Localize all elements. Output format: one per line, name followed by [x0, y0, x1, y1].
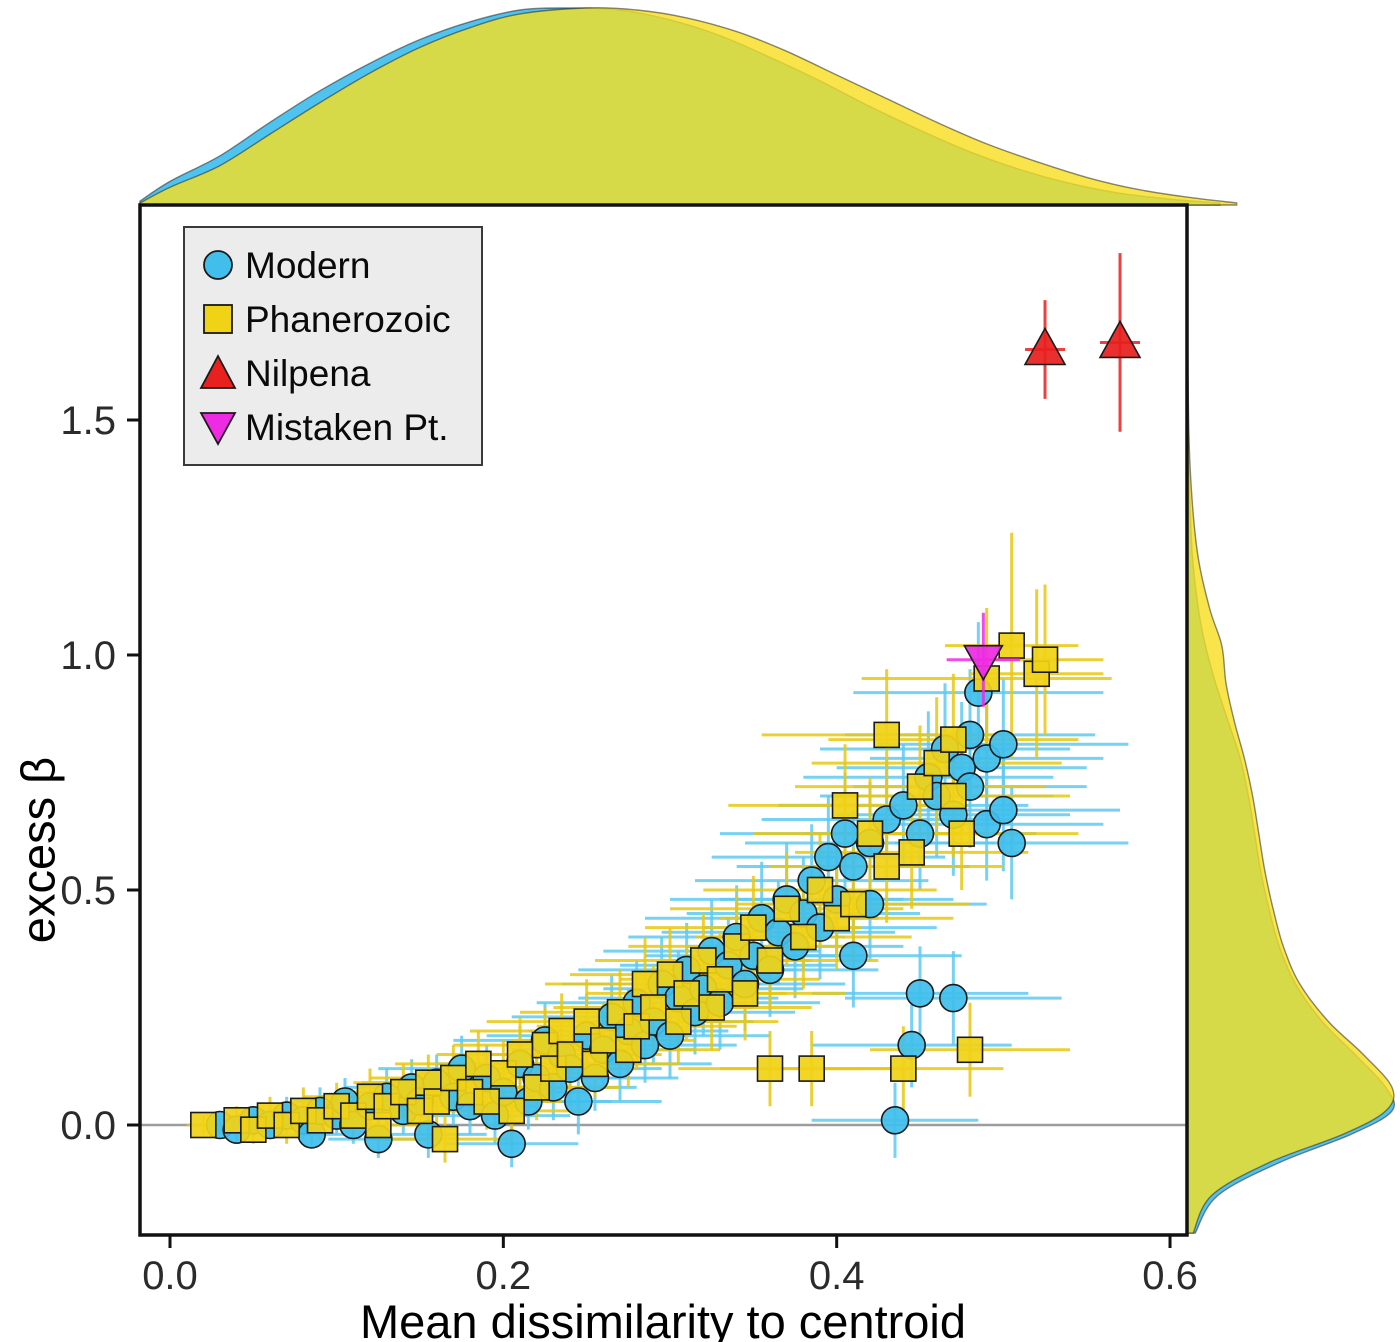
data-point: [897, 1030, 926, 1060]
legend-item-mistaken-pt: Mistaken Pt.: [199, 402, 451, 452]
data-point: [890, 1055, 917, 1082]
data-point: [923, 749, 950, 777]
data-point: [840, 890, 867, 918]
data-point: [830, 819, 860, 848]
axis-ticks: 0.0 0.2 0.4 0.6 0.0 0.5 1.0 1.5: [60, 399, 1197, 1298]
data-point: [740, 914, 767, 941]
data-point: [989, 795, 1018, 825]
data-point: [673, 980, 700, 1007]
data-point: [880, 1106, 910, 1135]
y-tick-label: 1.5: [60, 399, 116, 443]
data-point: [790, 923, 817, 951]
data-point: [665, 1008, 692, 1035]
data-point: [940, 726, 967, 753]
density-top-Phanerozoic: [139, 7, 1238, 206]
data-point: [873, 721, 900, 749]
data-point: [548, 1017, 575, 1045]
errorbars-Modern: [200, 622, 1129, 1168]
data-point: [556, 1041, 584, 1068]
phanerozoic-square-icon: [203, 304, 233, 334]
data-point: [756, 947, 784, 974]
data-point: [615, 1036, 642, 1064]
data-point: [839, 941, 868, 971]
data-point: [473, 1088, 500, 1115]
y-tick-label: 0.0: [60, 1104, 116, 1148]
plot-border: [138, 203, 1189, 1237]
data-point: [1098, 319, 1142, 359]
data-point: [998, 632, 1025, 659]
data-point: [939, 983, 968, 1013]
legend-label-mistaken-pt: Mistaken Pt.: [245, 406, 449, 448]
legend-label-nilpena: Nilpena: [245, 352, 371, 394]
data-point: [940, 782, 967, 810]
legend-label-phanerozoic: Phanerozoic: [245, 298, 451, 340]
data-point: [856, 820, 884, 847]
data-point: [873, 853, 900, 880]
data-point: [906, 773, 934, 800]
x-tick-label: 0.2: [476, 1254, 532, 1298]
y-tick-label: 1.0: [60, 634, 116, 678]
data-point: [956, 1036, 984, 1064]
x-axis-title: Mean dissimilarity to centroid: [360, 1295, 966, 1342]
data-point: [1023, 326, 1067, 366]
x-tick-label: 0.6: [1142, 1254, 1198, 1298]
legend: Modern Phanerozoic Nilpena Mistaken Pt.: [183, 226, 483, 466]
legend-item-nilpena: Nilpena: [199, 348, 451, 398]
data-point: [839, 852, 868, 881]
data-point: [706, 965, 734, 993]
data-point: [1031, 646, 1059, 674]
data-point: [640, 994, 667, 1021]
data-point: [581, 1050, 609, 1078]
nilpena-triangle-up-icon: [199, 354, 237, 389]
legend-label-modern: Modern: [245, 244, 371, 286]
data-point: [564, 1087, 593, 1116]
data-point: [190, 1111, 217, 1139]
data-point: [997, 828, 1026, 858]
data-point: [631, 970, 659, 998]
data-point: [798, 1055, 825, 1082]
modern-circle-icon: [203, 250, 233, 280]
data-point: [497, 1129, 526, 1159]
data-point: [756, 1055, 784, 1082]
top-marginal-density: [139, 7, 1238, 206]
legend-item-modern: Modern: [199, 240, 451, 290]
data-point: [698, 994, 725, 1021]
data-point: [948, 820, 975, 847]
right-marginal-density: [1186, 222, 1396, 1234]
data-point: [962, 644, 1004, 682]
data-point: [814, 842, 843, 872]
y-axis-title: excess β: [11, 756, 65, 944]
density-right-Phanerozoic: [1186, 222, 1395, 1234]
data-point: [590, 1027, 617, 1054]
data-point: [656, 961, 684, 988]
data-point: [989, 729, 1018, 759]
data-point: [423, 1088, 450, 1115]
x-tick-label: 0.0: [142, 1254, 198, 1298]
y-tick-label: 0.5: [60, 869, 116, 913]
data-point: [898, 839, 925, 866]
x-tick-label: 0.4: [809, 1254, 865, 1298]
legend-item-phanerozoic: Phanerozoic: [199, 294, 451, 344]
data-point: [431, 1125, 459, 1153]
data-point: [506, 1041, 534, 1068]
data-point: [273, 1111, 300, 1139]
data-point: [806, 876, 834, 904]
data-point: [831, 792, 859, 819]
data-point: [731, 980, 759, 1007]
markers-Phanerozoic: [190, 632, 1059, 1153]
mistaken-pt-triangle-down-icon: [199, 412, 237, 446]
data-point: [905, 979, 935, 1008]
data-point: [773, 895, 800, 923]
data-point: [465, 1050, 492, 1078]
data-point: [498, 1097, 525, 1125]
markers-Mistaken Pt.: [962, 644, 1004, 682]
markers-Nilpena: [1023, 319, 1142, 366]
